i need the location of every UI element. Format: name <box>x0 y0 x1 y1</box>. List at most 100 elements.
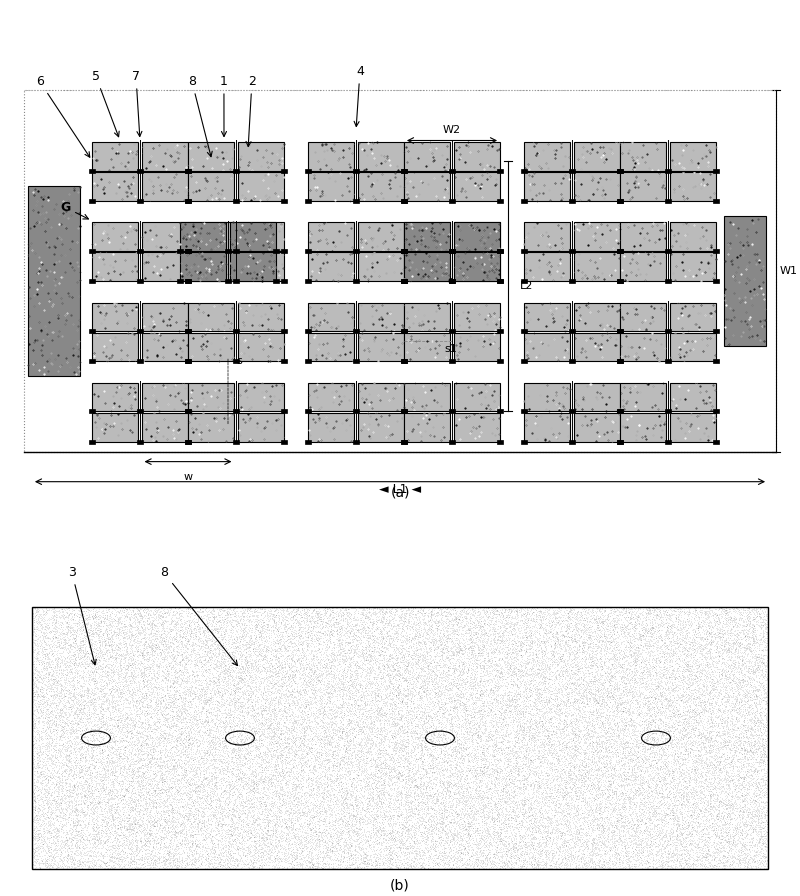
Point <box>620 686 633 701</box>
Point <box>470 804 482 818</box>
Point <box>61 620 74 634</box>
Point <box>127 694 140 708</box>
Point <box>577 638 590 652</box>
Point <box>637 694 650 708</box>
Point <box>295 667 308 681</box>
Point <box>212 861 225 875</box>
Point <box>242 613 255 627</box>
Point <box>730 780 742 795</box>
Point <box>665 858 678 873</box>
Point <box>683 795 696 809</box>
Point <box>74 828 87 842</box>
Point <box>626 689 639 703</box>
Point <box>328 787 341 801</box>
Point <box>537 664 550 678</box>
Point <box>124 746 137 761</box>
Point <box>616 668 629 683</box>
Point <box>403 809 416 823</box>
Point <box>313 642 326 656</box>
Point <box>384 831 397 845</box>
Point <box>456 796 469 810</box>
Point <box>622 641 634 655</box>
Point <box>44 724 57 738</box>
Point <box>246 673 258 687</box>
Point <box>262 726 274 740</box>
Point <box>358 785 370 799</box>
Point <box>45 718 58 732</box>
Point <box>704 804 717 818</box>
Point <box>119 631 132 645</box>
Point <box>238 795 251 809</box>
Point <box>107 838 120 852</box>
Point <box>364 759 377 773</box>
Point <box>218 695 230 710</box>
Point <box>413 697 426 711</box>
Point <box>462 640 475 654</box>
Point <box>667 724 680 738</box>
Point <box>69 643 82 658</box>
Point <box>749 854 762 868</box>
Point <box>359 635 372 650</box>
Point <box>28 719 41 734</box>
Point <box>247 773 260 788</box>
Point <box>382 776 395 790</box>
Point <box>90 717 103 731</box>
Point <box>424 791 437 806</box>
Point <box>101 758 114 772</box>
Point <box>62 696 75 711</box>
Point <box>390 650 403 664</box>
Point <box>75 749 88 763</box>
Point <box>73 829 86 843</box>
Point <box>76 633 89 648</box>
Point <box>531 666 544 680</box>
Point <box>605 797 618 812</box>
Point <box>146 749 159 763</box>
Point <box>634 839 647 853</box>
Point <box>370 843 382 857</box>
Point <box>392 745 405 759</box>
Point <box>296 609 309 624</box>
Point <box>398 745 411 759</box>
Point <box>634 817 647 831</box>
Point <box>584 788 597 802</box>
Point <box>622 762 634 776</box>
Point <box>586 856 598 870</box>
Point <box>422 641 435 655</box>
Point <box>94 681 106 695</box>
Point <box>414 736 427 750</box>
Point <box>425 823 438 838</box>
Point <box>479 835 492 849</box>
Point <box>158 794 171 808</box>
Point <box>416 602 429 616</box>
Point <box>237 856 250 870</box>
Point <box>86 783 98 797</box>
Point <box>523 652 536 667</box>
Point <box>180 767 193 781</box>
Point <box>747 696 760 711</box>
Point <box>742 704 754 719</box>
Point <box>428 797 441 811</box>
Point <box>479 713 492 728</box>
Point <box>563 772 576 787</box>
Point <box>737 737 750 751</box>
Point <box>679 662 692 676</box>
Point <box>402 846 415 860</box>
Point <box>745 712 758 727</box>
Point <box>119 816 132 831</box>
Point <box>247 736 260 750</box>
Point <box>144 814 157 828</box>
Point <box>369 736 382 750</box>
Point <box>198 651 211 666</box>
Point <box>229 856 242 870</box>
Point <box>171 843 184 857</box>
Point <box>306 624 319 638</box>
Point <box>26 760 39 774</box>
Point <box>228 842 241 857</box>
Point <box>230 769 243 783</box>
Point <box>478 695 490 710</box>
Point <box>98 612 111 626</box>
Point <box>520 822 533 836</box>
Point <box>290 791 302 806</box>
Point <box>437 848 450 862</box>
Point <box>670 823 683 838</box>
